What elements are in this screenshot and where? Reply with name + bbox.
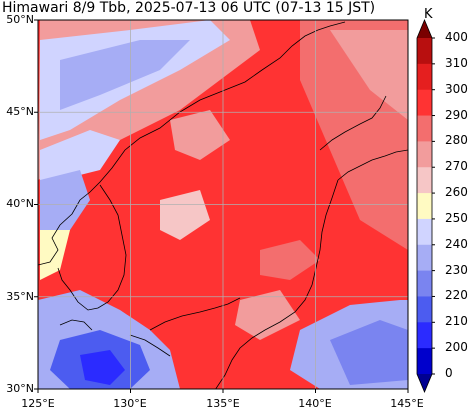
colorbar-tick-label: 270	[445, 159, 468, 174]
colorbar-segment	[417, 322, 432, 349]
lon-label-135: 135°E	[206, 397, 240, 410]
axis-ticks	[34, 19, 409, 393]
colorbar-segment	[417, 244, 432, 272]
colorbar-segment	[417, 115, 432, 142]
colorbar-segment	[417, 63, 432, 91]
colorbar-segment	[417, 167, 432, 194]
colorbar-segment	[417, 348, 432, 375]
colorbar-tick-label: 310	[445, 55, 468, 70]
colorbar-segment	[417, 270, 432, 297]
colorbar-segment	[417, 89, 432, 117]
colorbar-segment	[417, 141, 432, 168]
lat-label-40: 40°N	[6, 197, 34, 210]
lon-label-145: 145°E	[390, 397, 424, 410]
graticule	[38, 20, 408, 389]
colorbar-segment	[417, 38, 432, 65]
colorbar-tick-label: 230	[445, 262, 468, 277]
colorbar-tick-label: 260	[445, 185, 468, 200]
colorbar-tick-label: 290	[445, 107, 468, 122]
colorbar-tick-label: 280	[445, 133, 468, 148]
colorbar-segment	[417, 218, 432, 246]
lon-label-140: 140°E	[298, 397, 332, 410]
colorbar-tick-label: 0	[445, 366, 453, 380]
colorbar-tick-label: 400	[445, 30, 468, 44]
colorbar-tick-label: 240	[445, 236, 468, 251]
colorbar-tick-label: 220	[445, 288, 468, 303]
map-title: Himawari 8/9 Tbb, 2025-07-13 06 UTC (07-…	[2, 0, 376, 16]
colorbar-segment	[417, 193, 432, 220]
colorbar-tick-label: 300	[445, 81, 468, 96]
lat-label-30: 30°N	[6, 382, 34, 395]
colorbar-segment	[417, 296, 432, 323]
colorbar	[416, 18, 435, 394]
colorbar-tick-label: 200	[445, 340, 468, 355]
colorbar-tick-label: 250	[445, 210, 468, 225]
lon-label-130: 130°E	[113, 397, 147, 410]
colorbar-extend-top	[417, 20, 432, 38]
colorbar-unit: K	[424, 7, 433, 22]
coastlines	[38, 21, 408, 389]
lat-label-50: 50°N	[6, 13, 34, 26]
lat-label-45: 45°N	[6, 105, 34, 118]
lon-label-125: 125°E	[21, 397, 55, 410]
colorbar-extend-bottom	[417, 374, 432, 392]
colorbar-tick-label: 210	[445, 314, 468, 329]
lat-label-35: 35°N	[6, 290, 34, 303]
